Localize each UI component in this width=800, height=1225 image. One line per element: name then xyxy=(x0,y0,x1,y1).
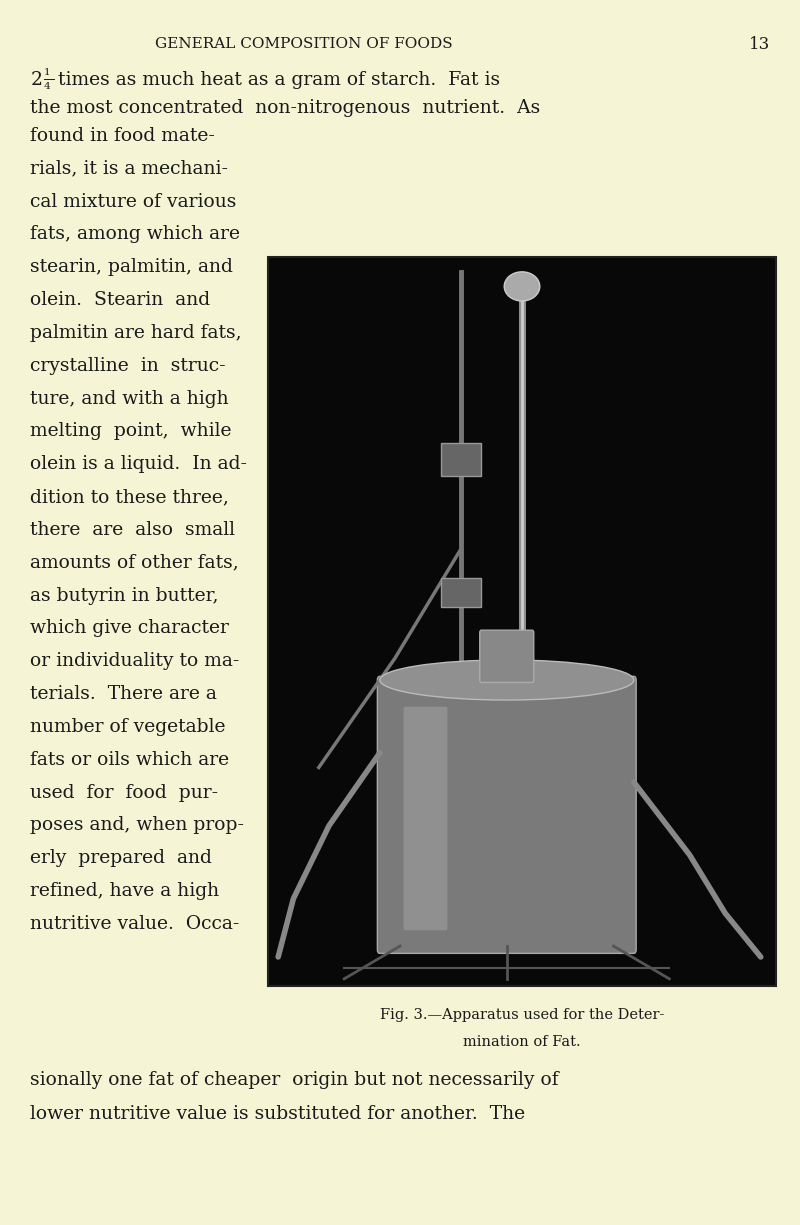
Text: olein is a liquid.  In ad-: olein is a liquid. In ad- xyxy=(30,456,247,473)
Text: cal mixture of various: cal mixture of various xyxy=(30,192,237,211)
FancyBboxPatch shape xyxy=(441,578,482,608)
Text: poses and, when prop-: poses and, when prop- xyxy=(30,816,245,834)
Text: nutritive value.  Occa-: nutritive value. Occa- xyxy=(30,915,240,933)
Text: 13: 13 xyxy=(750,36,770,53)
Text: olein.  Stearin  and: olein. Stearin and xyxy=(30,292,210,309)
Text: crystalline  in  struc-: crystalline in struc- xyxy=(30,356,226,375)
Text: fats or oils which are: fats or oils which are xyxy=(30,751,230,769)
FancyBboxPatch shape xyxy=(268,257,776,986)
Text: found in food mate-: found in food mate- xyxy=(30,127,215,145)
FancyBboxPatch shape xyxy=(403,707,447,930)
Text: palmitin are hard fats,: palmitin are hard fats, xyxy=(30,323,242,342)
Text: amounts of other fats,: amounts of other fats, xyxy=(30,554,239,572)
Text: melting  point,  while: melting point, while xyxy=(30,423,232,441)
Text: 2: 2 xyxy=(30,71,42,88)
Ellipse shape xyxy=(504,272,540,301)
Text: dition to these three,: dition to these three, xyxy=(30,488,230,506)
Text: GENERAL COMPOSITION OF FOODS: GENERAL COMPOSITION OF FOODS xyxy=(155,37,453,51)
Text: fats, among which are: fats, among which are xyxy=(30,225,240,244)
Text: which give character: which give character xyxy=(30,620,230,637)
FancyBboxPatch shape xyxy=(441,443,482,477)
Text: rials, it is a mechani-: rials, it is a mechani- xyxy=(30,159,229,178)
Ellipse shape xyxy=(380,660,634,699)
Text: as butyrin in butter,: as butyrin in butter, xyxy=(30,587,219,605)
Text: mination of Fat.: mination of Fat. xyxy=(463,1035,581,1049)
FancyBboxPatch shape xyxy=(480,630,534,682)
Text: number of vegetable: number of vegetable xyxy=(30,718,226,736)
Text: lower nutritive value is substituted for another.  The: lower nutritive value is substituted for… xyxy=(30,1105,526,1122)
Text: Fig. 3.—Apparatus used for the Deter-: Fig. 3.—Apparatus used for the Deter- xyxy=(380,1008,664,1022)
FancyBboxPatch shape xyxy=(378,676,636,953)
Text: 4: 4 xyxy=(44,82,50,92)
Text: stearin, palmitin, and: stearin, palmitin, and xyxy=(30,258,234,277)
Text: 1: 1 xyxy=(44,67,50,77)
Text: ture, and with a high: ture, and with a high xyxy=(30,390,229,408)
Text: the most concentrated  non-nitrogenous  nutrient.  As: the most concentrated non-nitrogenous nu… xyxy=(30,99,541,116)
Text: used  for  food  pur-: used for food pur- xyxy=(30,784,218,801)
Text: there  are  also  small: there are also small xyxy=(30,521,235,539)
Text: or individuality to ma-: or individuality to ma- xyxy=(30,652,240,670)
Text: sionally one fat of cheaper  origin but not necessarily of: sionally one fat of cheaper origin but n… xyxy=(30,1072,559,1089)
Text: erly  prepared  and: erly prepared and xyxy=(30,849,212,867)
Text: times as much heat as a gram of starch.  Fat is: times as much heat as a gram of starch. … xyxy=(58,71,501,88)
Text: refined, have a high: refined, have a high xyxy=(30,882,219,900)
Text: terials.  There are a: terials. There are a xyxy=(30,685,218,703)
